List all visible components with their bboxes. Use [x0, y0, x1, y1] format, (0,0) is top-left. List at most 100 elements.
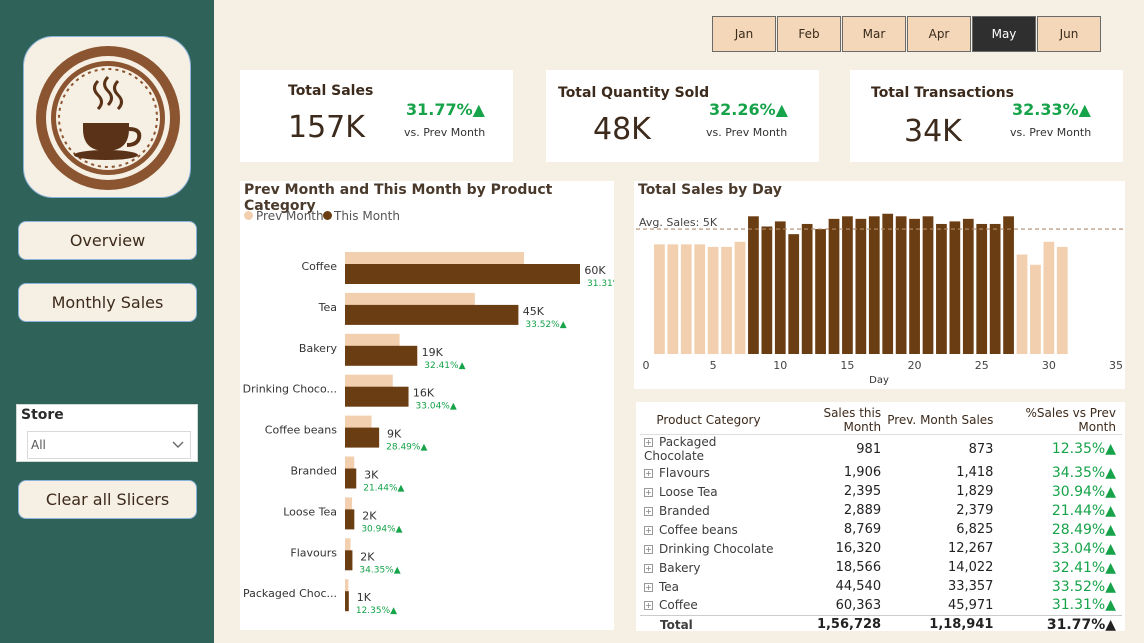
- expand-icon[interactable]: +: [644, 525, 653, 535]
- col-header-pct[interactable]: %Sales vs Prev Month: [999, 406, 1122, 435]
- expand-icon[interactable]: +: [644, 601, 653, 611]
- chevron-down-icon: [172, 441, 184, 448]
- prev-month-bar[interactable]: [345, 374, 393, 389]
- day-bar[interactable]: [1016, 254, 1028, 354]
- day-bar[interactable]: [882, 213, 894, 354]
- month-mar[interactable]: Mar: [842, 16, 906, 52]
- day-bar[interactable]: [828, 218, 840, 354]
- this-month-bar[interactable]: [345, 550, 353, 571]
- table-row[interactable]: + Loose Tea 2,395 1,829 30.94%▲: [640, 482, 1122, 501]
- prev-month-bar[interactable]: [345, 252, 524, 266]
- this-month-bar[interactable]: [345, 264, 580, 284]
- expand-icon[interactable]: +: [644, 438, 653, 447]
- this-month-bar[interactable]: [345, 468, 357, 489]
- expand-icon[interactable]: +: [644, 563, 653, 573]
- day-bar[interactable]: [1043, 241, 1055, 354]
- day-bar[interactable]: [748, 216, 759, 354]
- expand-icon[interactable]: +: [644, 487, 653, 497]
- this-month-bar[interactable]: [345, 345, 418, 366]
- this-month-bar[interactable]: [345, 304, 519, 325]
- category-tick-label: Coffee: [301, 260, 337, 273]
- month-apr[interactable]: Apr: [907, 16, 971, 52]
- bar-growth-label: 32.41%▲: [424, 361, 465, 371]
- day-bar[interactable]: [989, 223, 1001, 354]
- day-bar[interactable]: [936, 223, 947, 354]
- bar-value-label: 9K: [387, 428, 402, 441]
- table-row[interactable]: + Tea 44,540 33,357 33.52%▲: [640, 577, 1122, 596]
- prev-month-bar[interactable]: [345, 333, 400, 348]
- col-header-this-month[interactable]: Sales this Month: [782, 406, 888, 435]
- store-dropdown[interactable]: All: [27, 431, 191, 459]
- day-bar[interactable]: [1030, 264, 1041, 354]
- row-category-label: Coffee: [659, 598, 698, 613]
- day-bar[interactable]: [801, 223, 813, 354]
- day-bar[interactable]: [895, 216, 907, 354]
- category-table-panel: Product Category Sales this Month Prev. …: [636, 402, 1125, 634]
- category-table: Product Category Sales this Month Prev. …: [640, 406, 1122, 634]
- day-bar[interactable]: [774, 221, 786, 354]
- this-month-bar[interactable]: [345, 509, 355, 530]
- day-bar[interactable]: [694, 244, 706, 354]
- day-bar[interactable]: [976, 223, 988, 354]
- day-bar[interactable]: [761, 226, 773, 355]
- day-bar[interactable]: [1056, 246, 1068, 354]
- prev-month-bar[interactable]: [345, 415, 372, 430]
- month-jun[interactable]: Jun: [1037, 16, 1101, 52]
- day-bar[interactable]: [922, 216, 934, 354]
- clear-slicers-button[interactable]: Clear all Slicers: [18, 480, 197, 519]
- day-bar[interactable]: [680, 244, 692, 354]
- day-bar[interactable]: [654, 244, 665, 354]
- prev-month-bar[interactable]: [345, 497, 353, 512]
- day-bar[interactable]: [962, 218, 974, 354]
- table-row[interactable]: + Coffee beans 8,769 6,825 28.49%▲: [640, 520, 1122, 539]
- this-month-bar[interactable]: [345, 427, 380, 448]
- day-bar[interactable]: [855, 218, 867, 354]
- x-tick-label: 30: [1042, 359, 1056, 372]
- col-header-category[interactable]: Product Category: [640, 406, 783, 435]
- day-bar[interactable]: [868, 216, 880, 354]
- table-row[interactable]: + Drinking Chocolate 16,320 12,267 33.04%▲: [640, 539, 1122, 558]
- day-bar[interactable]: [1003, 216, 1014, 354]
- day-bar[interactable]: [707, 246, 719, 354]
- day-bar[interactable]: [721, 246, 732, 354]
- row-prev-month: 12,267: [947, 541, 994, 556]
- day-bar[interactable]: [734, 241, 746, 354]
- day-bar[interactable]: [949, 221, 961, 354]
- prev-month-bar[interactable]: [345, 292, 475, 307]
- this-month-bar[interactable]: [345, 591, 349, 612]
- x-tick-label: 35: [1109, 359, 1123, 372]
- col-header-prev-month[interactable]: Prev. Month Sales: [887, 406, 1000, 435]
- prev-month-bar[interactable]: [345, 579, 349, 594]
- month-jan[interactable]: Jan: [712, 16, 776, 52]
- expand-icon[interactable]: +: [644, 582, 653, 592]
- day-bar[interactable]: [788, 234, 800, 354]
- sidebar: Overview Monthly Sales Store All Clear a…: [0, 0, 214, 643]
- prev-month-bar[interactable]: [345, 538, 351, 553]
- month-may[interactable]: May: [972, 16, 1036, 52]
- day-bar[interactable]: [815, 229, 826, 354]
- day-bar[interactable]: [909, 218, 920, 354]
- table-row[interactable]: + Bakery 18,566 14,022 32.41%▲: [640, 558, 1122, 577]
- monthly-sales-button[interactable]: Monthly Sales: [18, 283, 197, 322]
- table-row[interactable]: + Coffee 60,363 45,971 31.31%▲: [640, 596, 1122, 615]
- this-month-bar[interactable]: [345, 386, 409, 407]
- expand-icon[interactable]: +: [644, 544, 653, 554]
- day-chart-title: Total Sales by Day: [638, 182, 782, 198]
- row-pct-change: 33.52%▲: [1051, 578, 1116, 595]
- row-this-month: 18,566: [835, 560, 882, 575]
- expand-icon[interactable]: +: [644, 506, 653, 516]
- month-feb[interactable]: Feb: [777, 16, 841, 52]
- category-tick-label: Tea: [318, 301, 337, 314]
- prev-month-bar[interactable]: [345, 456, 355, 471]
- table-row[interactable]: + Branded 2,889 2,379 21.44%▲: [640, 501, 1122, 520]
- bar-value-label: 60K: [584, 264, 606, 277]
- x-tick-label: 15: [840, 359, 854, 372]
- expand-icon[interactable]: +: [644, 468, 653, 478]
- table-row[interactable]: + Flavours 1,906 1,418 34.35%▲: [640, 463, 1122, 482]
- overview-button[interactable]: Overview: [18, 221, 197, 260]
- bar-value-label: 16K: [413, 387, 435, 400]
- day-bar[interactable]: [667, 244, 679, 354]
- table-row[interactable]: + Packaged Chocolate 981 873 12.35%▲: [640, 435, 1122, 463]
- day-bar[interactable]: [842, 216, 853, 354]
- row-category: + Drinking Chocolate: [640, 539, 783, 558]
